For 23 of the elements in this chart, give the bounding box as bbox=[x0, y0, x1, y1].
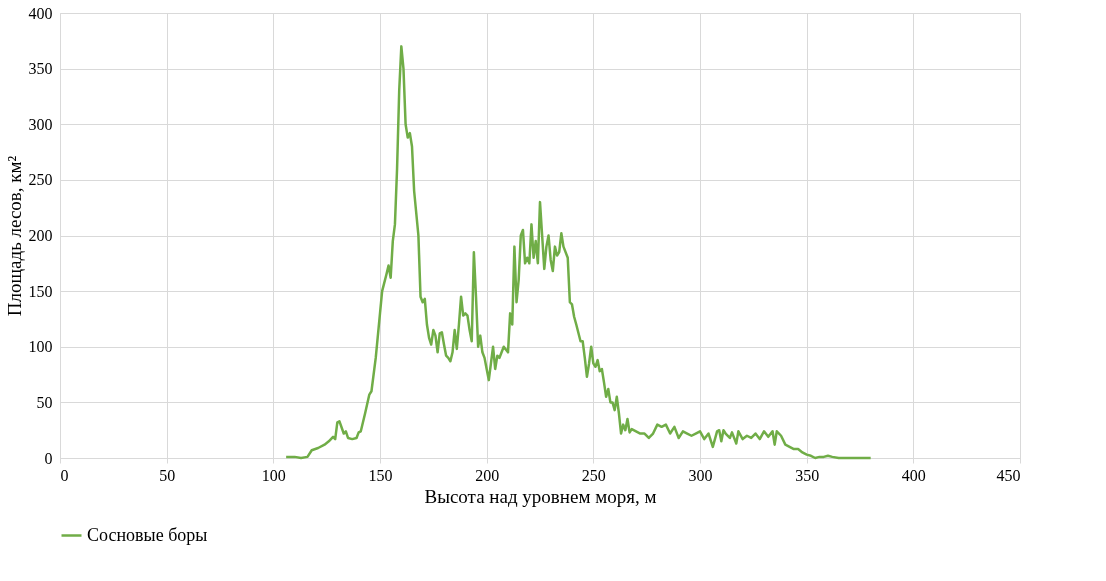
x-tick-label: 200 bbox=[475, 466, 500, 484]
x-tick-label: 400 bbox=[901, 466, 926, 484]
x-axis-title: Высота над уровнем моря, м bbox=[424, 485, 657, 507]
y-tick-label: 100 bbox=[28, 338, 53, 356]
y-tick-label: 200 bbox=[28, 227, 53, 244]
x-tick-label: 50 bbox=[159, 466, 176, 484]
x-tick-label: 100 bbox=[261, 466, 286, 484]
x-tick-label: 300 bbox=[688, 466, 713, 484]
y-tick-label: 50 bbox=[36, 393, 53, 411]
y-tick-label: 300 bbox=[28, 115, 53, 133]
x-tick-label: 150 bbox=[368, 466, 393, 484]
x-tick-label: 250 bbox=[581, 466, 606, 484]
y-tick-label: 250 bbox=[28, 171, 53, 189]
x-tick-label: 350 bbox=[795, 466, 820, 484]
y-tick-label: 0 bbox=[44, 449, 53, 467]
legend-label: Сосновые боры bbox=[87, 524, 208, 545]
x-tick-label: 0 bbox=[60, 466, 69, 484]
y-axis-title: Площадь лесов, км² bbox=[3, 155, 25, 317]
y-tick-label: 350 bbox=[28, 60, 53, 78]
line-series bbox=[284, 45, 872, 460]
y-tick-label: 150 bbox=[28, 282, 53, 300]
y-tick-label: 400 bbox=[28, 4, 53, 22]
x-tick-label: 450 bbox=[996, 466, 1021, 484]
